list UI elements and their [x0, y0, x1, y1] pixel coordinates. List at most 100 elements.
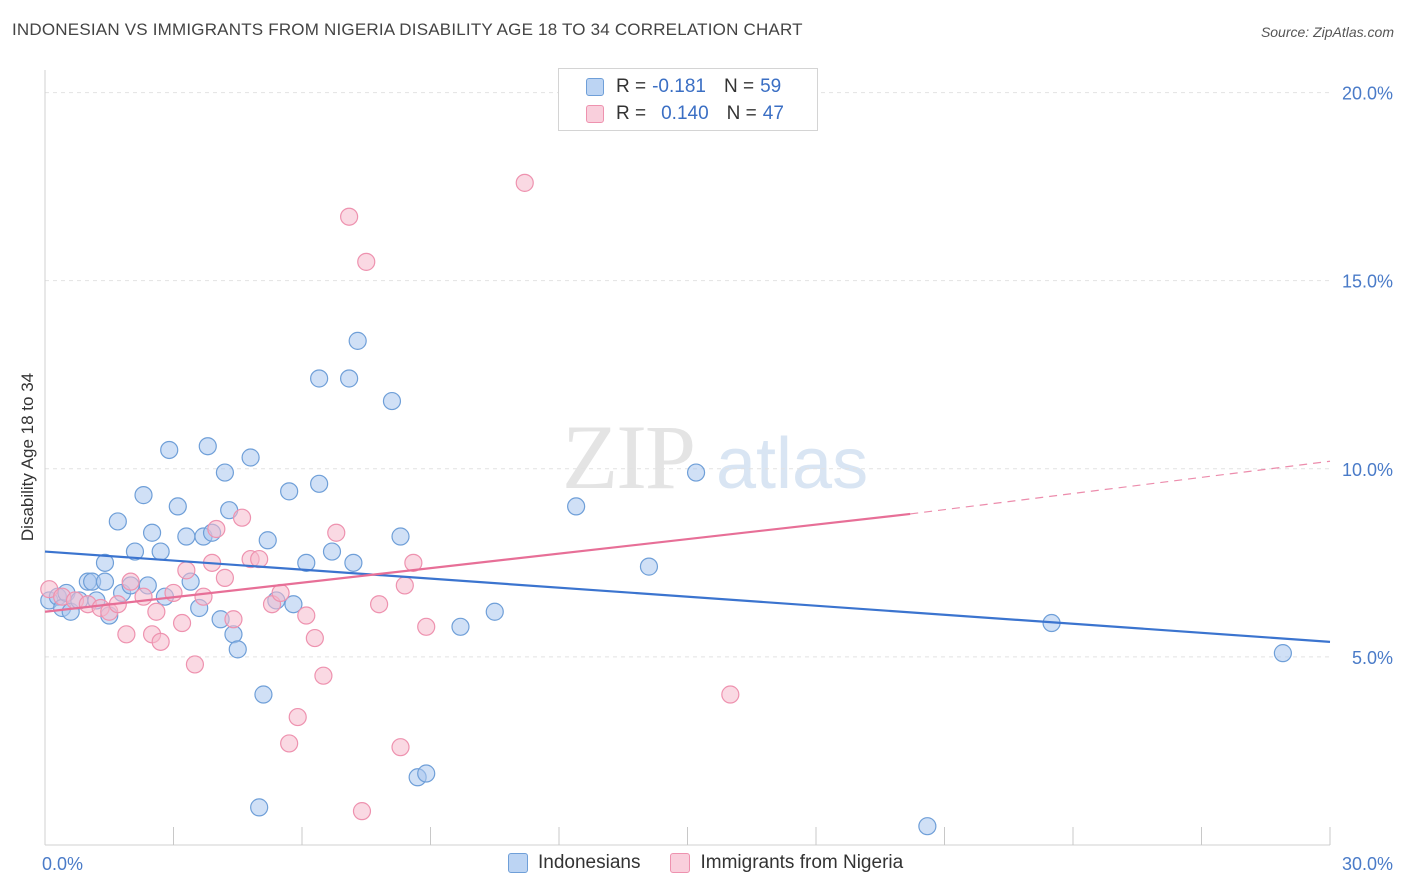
data-point	[305, 628, 324, 648]
data-point	[918, 817, 937, 836]
data-point	[451, 617, 470, 636]
series-points	[40, 173, 1292, 836]
data-point	[352, 802, 372, 821]
data-point	[288, 707, 307, 727]
legend-label-nigeria: Immigrants from Nigeria	[700, 852, 904, 873]
data-point	[340, 207, 359, 226]
data-point	[567, 497, 586, 516]
r-value: 0.140	[661, 103, 709, 124]
data-point	[284, 595, 303, 614]
data-point	[151, 632, 170, 651]
data-point	[160, 440, 179, 460]
data-point	[185, 655, 205, 674]
data-point	[207, 519, 226, 539]
data-point	[250, 549, 269, 569]
n-value: 59	[760, 76, 782, 97]
data-point	[417, 617, 436, 636]
data-point	[224, 610, 243, 629]
data-point	[228, 640, 247, 659]
data-point	[310, 369, 329, 388]
data-point	[198, 437, 217, 456]
data-point	[147, 602, 166, 621]
x-tick-label: 30.0%	[1342, 854, 1393, 874]
data-point	[314, 666, 333, 685]
data-point	[250, 798, 269, 817]
data-point	[382, 391, 402, 411]
y-tick-label: 10.0%	[1342, 460, 1393, 480]
data-point	[258, 531, 277, 550]
x-tick-label: 0.0%	[42, 854, 83, 874]
data-point	[280, 734, 299, 753]
indonesians-swatch	[586, 78, 604, 96]
data-point	[297, 606, 316, 625]
data-point	[327, 523, 346, 542]
data-point	[121, 572, 140, 591]
n-label: N =	[723, 76, 755, 97]
stats-legend-row-nigeria: R = 0.140 N = 47	[586, 103, 784, 125]
y-tick-label: 15.0%	[1342, 272, 1393, 292]
data-point	[348, 331, 367, 350]
gridlines	[45, 92, 1330, 658]
watermark-zip: ZIP	[562, 406, 694, 508]
r-label: R =	[616, 103, 647, 124]
data-point	[108, 512, 127, 531]
axes	[44, 70, 1331, 846]
data-point	[515, 173, 534, 192]
data-point	[357, 252, 376, 271]
nigeria-legend-swatch	[670, 853, 691, 873]
indonesians-legend-swatch	[508, 853, 528, 873]
data-point	[172, 613, 192, 633]
data-point	[177, 527, 196, 546]
chart-title: INDONESIAN VS IMMIGRANTS FROM NIGERIA DI…	[12, 20, 803, 39]
n-value: 47	[762, 103, 784, 124]
trend-line-nigeria	[44, 512, 911, 613]
data-point	[297, 553, 316, 572]
data-point	[168, 497, 187, 516]
nigeria-swatch	[586, 105, 604, 123]
data-point	[370, 595, 389, 614]
stats-legend-row-indonesians: R = -0.181 N = 59	[586, 76, 781, 98]
y-axis-label: Disability Age 18 to 34	[18, 373, 37, 541]
data-point	[241, 448, 260, 467]
data-point	[639, 557, 659, 576]
data-point	[391, 527, 410, 546]
legend-label-indonesians: Indonesians	[538, 852, 641, 873]
n-label: N =	[726, 103, 757, 124]
y-tick-label: 5.0%	[1352, 648, 1393, 668]
data-point	[134, 587, 153, 606]
data-point	[417, 764, 436, 783]
data-point	[142, 523, 162, 542]
series-legend: Indonesians Immigrants from Nigeria	[508, 852, 933, 874]
data-point	[340, 369, 359, 388]
data-point	[404, 553, 423, 572]
data-point	[344, 553, 363, 572]
r-value: -0.181	[652, 76, 706, 97]
data-point	[215, 568, 234, 587]
trend-lines	[44, 460, 1331, 643]
data-point	[232, 508, 252, 527]
data-point	[391, 738, 410, 757]
trend-line-extension-nigeria	[910, 460, 1331, 515]
data-point	[310, 474, 329, 493]
data-point	[721, 685, 740, 704]
y-tick-label: 20.0%	[1342, 84, 1393, 104]
data-point	[95, 553, 115, 572]
data-point	[134, 486, 153, 505]
r-label: R =	[616, 76, 647, 97]
data-point	[1273, 644, 1292, 663]
data-point	[280, 482, 299, 501]
data-point	[95, 572, 115, 591]
data-point	[194, 587, 213, 606]
data-point	[395, 576, 414, 595]
source-attribution: Source: ZipAtlas.com	[1260, 24, 1394, 40]
data-point	[215, 463, 234, 482]
data-point	[254, 685, 273, 704]
stats-legend: R = -0.181 N = 59 R = 0.140 N = 47	[558, 68, 818, 131]
trend-line-indonesians	[44, 550, 1331, 643]
legend-item-indonesians[interactable]: Indonesians	[508, 852, 640, 874]
legend-item-nigeria[interactable]: Immigrants from Nigeria	[670, 852, 903, 874]
tick-labels: 5.0% 10.0% 15.0% 20.0% 0.0% 30.0%	[42, 84, 1393, 874]
data-point	[177, 561, 196, 580]
data-point	[686, 463, 706, 482]
